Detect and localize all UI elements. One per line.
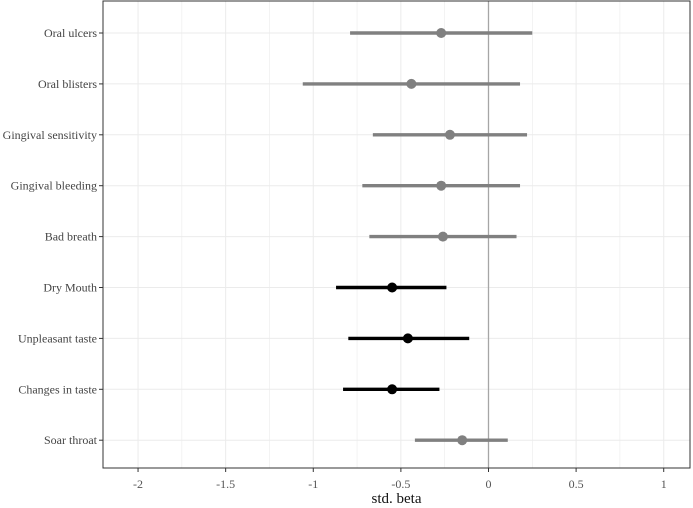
x-axis-title: std. beta (372, 491, 422, 507)
estimate-point (387, 282, 398, 293)
estimate-point (436, 28, 447, 38)
grid-layer (103, 1, 690, 468)
y-tick-label: Bad breath (45, 230, 97, 244)
x-axis-labels: -2 -1.5 -1 -0.5 0 0.5 1 (133, 477, 667, 491)
x-tick-label: 0.5 (569, 477, 584, 491)
y-tick-label: Dry Mouth (43, 281, 97, 295)
estimate-point (437, 231, 448, 242)
y-axis-labels: Oral ulcers Oral blisters Gingival sensiti… (3, 26, 98, 447)
y-tick-label: Soar throat (44, 433, 98, 447)
x-tick-label: -0.5 (391, 477, 410, 491)
panel-border (102, 0, 691, 469)
x-tick-label: -2 (133, 477, 143, 491)
x-tick-label: -1.5 (216, 477, 235, 491)
y-tick-label: Gingival sensitivity (3, 128, 97, 142)
estimate-point (387, 384, 398, 395)
x-axis-ticks (137, 468, 665, 472)
estimate-point (444, 129, 455, 140)
estimate-point (457, 435, 468, 446)
x-tick-label: 0 (485, 477, 491, 491)
estimate-point (436, 180, 447, 191)
y-tick-label: Oral blisters (38, 77, 97, 91)
x-tick-label: -1 (308, 477, 318, 491)
y-tick-label: Oral ulcers (44, 26, 97, 40)
estimate-point (402, 333, 413, 344)
x-tick-label: 1 (661, 477, 667, 491)
y-tick-label: Gingival bleeding (11, 179, 97, 193)
y-axis-ticks (99, 32, 103, 441)
y-tick-label: Unpleasant taste (18, 331, 97, 345)
estimate-points-layer (387, 28, 468, 446)
estimate-point (406, 78, 417, 89)
y-tick-label: Changes in taste (18, 382, 97, 396)
